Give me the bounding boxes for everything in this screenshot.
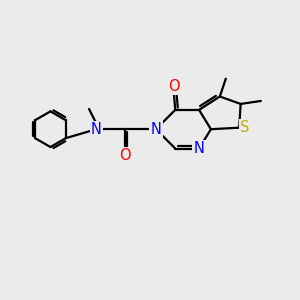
Text: N: N	[194, 141, 205, 156]
Text: N: N	[91, 122, 102, 137]
Text: O: O	[119, 148, 130, 163]
Text: S: S	[240, 120, 250, 135]
Text: N: N	[151, 122, 161, 137]
Text: O: O	[168, 79, 180, 94]
